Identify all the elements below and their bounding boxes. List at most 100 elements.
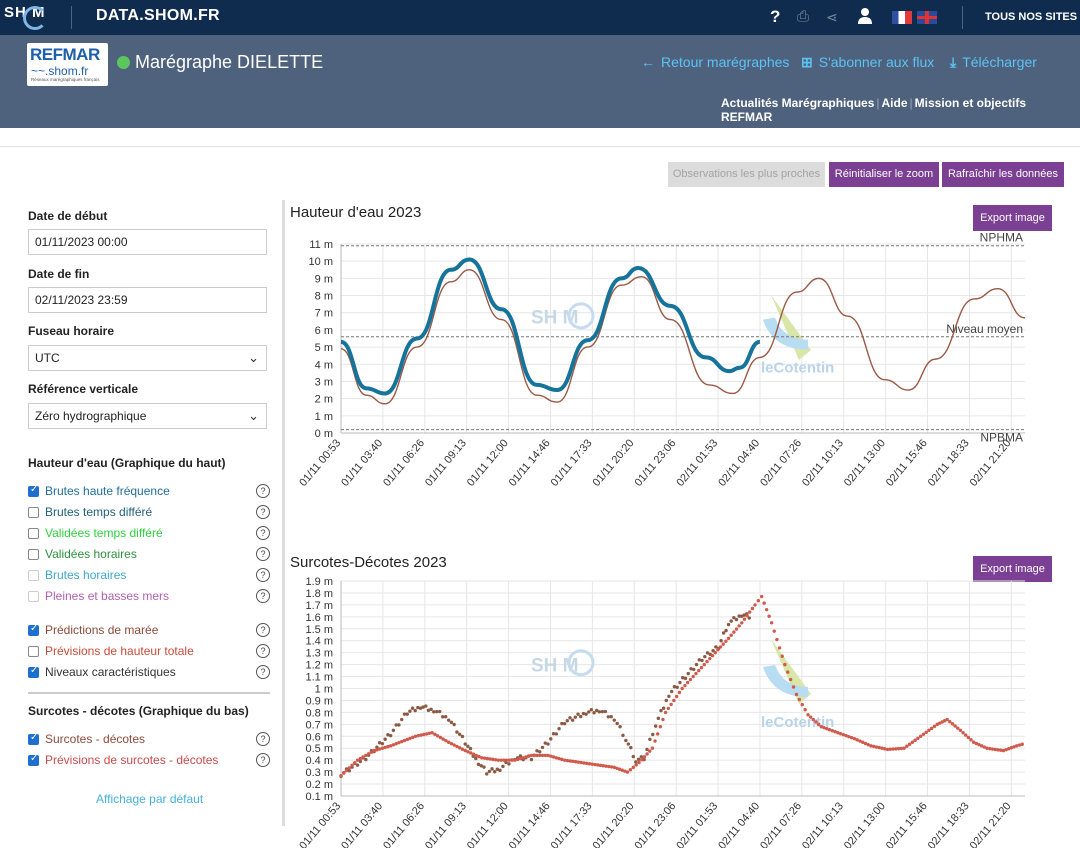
nav-mission[interactable]: Mission et objectifs REFMAR <box>721 96 1026 124</box>
series-point-1 <box>894 747 898 751</box>
y-tick-label: 3 m <box>315 376 333 388</box>
nearest-observations-button[interactable]: Observations les plus proches <box>668 162 825 187</box>
series-point-0 <box>562 722 567 726</box>
series-point-1 <box>1001 748 1006 753</box>
water-height-chart[interactable]: 0 m 1 m 2 m 3 m 4 m 5 m 6 m 7 m 8 m 9 m 10 m 11 m 01… <box>290 228 1080 528</box>
y-tick-label: 1 m <box>315 684 333 696</box>
series-point-1 <box>502 758 506 762</box>
help-circle-icon[interactable]: ? <box>256 732 270 746</box>
series-point-1 <box>369 750 374 754</box>
nav-news[interactable]: Actualités Marégraphiques <box>721 96 875 110</box>
timezone-label: Fuseau horaire <box>28 324 115 338</box>
option-surcotes-d-cotes[interactable]: Surcotes - décotes? <box>28 732 270 748</box>
help-circle-icon[interactable]: ? <box>256 753 270 767</box>
series-point-0 <box>432 710 436 714</box>
french-flag-icon[interactable] <box>892 11 912 24</box>
share-icon[interactable]: ⋖ <box>826 9 838 25</box>
option-pleines-et-basses-mers[interactable]: Pleines et basses mers? <box>28 589 270 605</box>
checkbox[interactable] <box>28 623 39 636</box>
series-point-1 <box>971 740 976 744</box>
help-circle-icon[interactable]: ? <box>256 589 270 603</box>
help-circle-icon[interactable]: ? <box>256 623 270 637</box>
subscribe-link[interactable]: ⊞ S'abonner aux flux <box>801 54 934 71</box>
series-point-1 <box>634 763 638 767</box>
back-link-label: Retour marégraphes <box>661 54 790 70</box>
all-sites-menu[interactable]: TOUS NOS SITES <box>985 11 1078 23</box>
checkbox[interactable] <box>28 732 39 745</box>
x-tick-label: 01/11 09:13 <box>423 437 469 489</box>
series-point-1 <box>480 756 484 760</box>
user-icon[interactable] <box>857 7 873 30</box>
help-circle-icon[interactable]: ? <box>256 665 270 679</box>
checkbox[interactable] <box>28 528 39 539</box>
series-point-0 <box>358 759 363 764</box>
series-point-1 <box>794 692 799 697</box>
help-circle-icon[interactable]: ? <box>256 547 270 561</box>
checkbox[interactable] <box>28 591 39 602</box>
series-point-1 <box>493 758 498 762</box>
reset-zoom-button[interactable]: Réinitialiser le zoom <box>829 162 939 187</box>
question-icon[interactable]: ? <box>770 7 781 26</box>
vertical-reference-value: Zéro hydrographique <box>35 409 147 423</box>
series-point-0 <box>609 714 613 719</box>
vertical-reference-select[interactable]: Zéro hydrographique ⌄ <box>28 403 267 429</box>
default-display-link[interactable]: Affichage par défaut <box>96 792 204 806</box>
shom-logo[interactable]: SH M <box>4 4 60 30</box>
x-tick-label: 01/11 00:53 <box>297 437 343 489</box>
series-point-1 <box>838 731 843 736</box>
series-point-1 <box>587 762 592 766</box>
start-date-input[interactable]: 01/11/2023 00:00 <box>28 229 267 255</box>
series-point-0 <box>455 730 459 734</box>
checkbox[interactable] <box>28 507 39 518</box>
divider <box>0 146 1080 147</box>
series-point-0 <box>485 772 489 776</box>
y-tick-label: 2 m <box>315 394 333 406</box>
series-point-0 <box>560 721 564 726</box>
export-image-button-bottom[interactable]: Export image <box>973 556 1052 582</box>
option-brutes-horaires[interactable]: Brutes horaires? <box>28 568 270 584</box>
option-valid-es-horaires[interactable]: Validées horaires? <box>28 547 270 563</box>
timezone-select[interactable]: UTC ⌄ <box>28 345 267 371</box>
series-point-1 <box>430 730 434 735</box>
back-link[interactable]: ← Retour marégraphes <box>641 54 789 70</box>
option-valid-es-temps-diff-r-[interactable]: Validées temps différé? <box>28 526 270 542</box>
option-pr-dictions-de-mar-e[interactable]: Prédictions de marée? <box>28 623 270 639</box>
checkbox[interactable] <box>28 753 39 766</box>
help-circle-icon[interactable]: ? <box>256 644 270 658</box>
checkbox[interactable] <box>28 665 39 678</box>
surge-chart-title: Surcotes-Décotes 2023 <box>290 554 447 571</box>
help-circle-icon[interactable]: ? <box>256 526 270 540</box>
x-tick-label: 01/11 09:13 <box>423 800 469 848</box>
option-pr-visions-de-surcotes-d-cotes[interactable]: Prévisions de surcotes - décotes? <box>28 753 270 769</box>
series-point-1 <box>518 756 523 761</box>
nav-help[interactable]: Aide <box>881 96 908 110</box>
english-flag-icon[interactable] <box>917 11 937 24</box>
refresh-data-button[interactable]: Rafraîchir les données <box>942 162 1064 187</box>
download-link[interactable]: ⤓ Télécharger <box>950 54 1037 71</box>
series-point-1 <box>469 751 473 755</box>
site-title[interactable]: DATA.SHOM.FR <box>96 7 220 24</box>
print-icon[interactable]: ⎙ <box>797 8 810 25</box>
series-point-0 <box>364 757 368 762</box>
surge-chart[interactable]: 0.1 m0.2 m0.3 m0.4 m0.5 m0.6 m0.7 m0.8 m… <box>290 576 1080 848</box>
series-point-0 <box>429 707 433 711</box>
checkbox[interactable] <box>28 570 39 581</box>
option-label: Niveaux caractéristiques <box>45 665 176 679</box>
option-brutes-haute-fr-quence[interactable]: Brutes haute fréquence? <box>28 484 270 500</box>
help-circle-icon[interactable]: ? <box>256 505 270 519</box>
option-pr-visions-de-hauteur-totale[interactable]: Prévisions de hauteur totale? <box>28 644 270 660</box>
series-point-0 <box>686 671 690 676</box>
option-label: Brutes temps différé <box>45 505 153 519</box>
series-point-1 <box>661 717 665 722</box>
checkbox[interactable] <box>28 484 39 497</box>
checkbox[interactable] <box>28 549 39 560</box>
series-point-1 <box>822 726 826 730</box>
end-date-input[interactable]: 02/11/2023 23:59 <box>28 287 267 313</box>
refmar-logo[interactable]: REFMAR ~~.shom.fr Réseaux marégraphiques… <box>27 43 108 86</box>
checkbox[interactable] <box>28 646 39 657</box>
option-niveaux-caract-ristiques[interactable]: Niveaux caractéristiques? <box>28 665 270 681</box>
help-circle-icon[interactable]: ? <box>256 568 270 582</box>
help-circle-icon[interactable]: ? <box>256 484 270 498</box>
option-brutes-temps-diff-r-[interactable]: Brutes temps différé? <box>28 505 270 521</box>
export-image-button-top[interactable]: Export image <box>973 205 1052 231</box>
